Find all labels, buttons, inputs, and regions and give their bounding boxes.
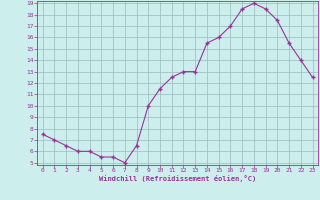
X-axis label: Windchill (Refroidissement éolien,°C): Windchill (Refroidissement éolien,°C) — [99, 175, 256, 182]
